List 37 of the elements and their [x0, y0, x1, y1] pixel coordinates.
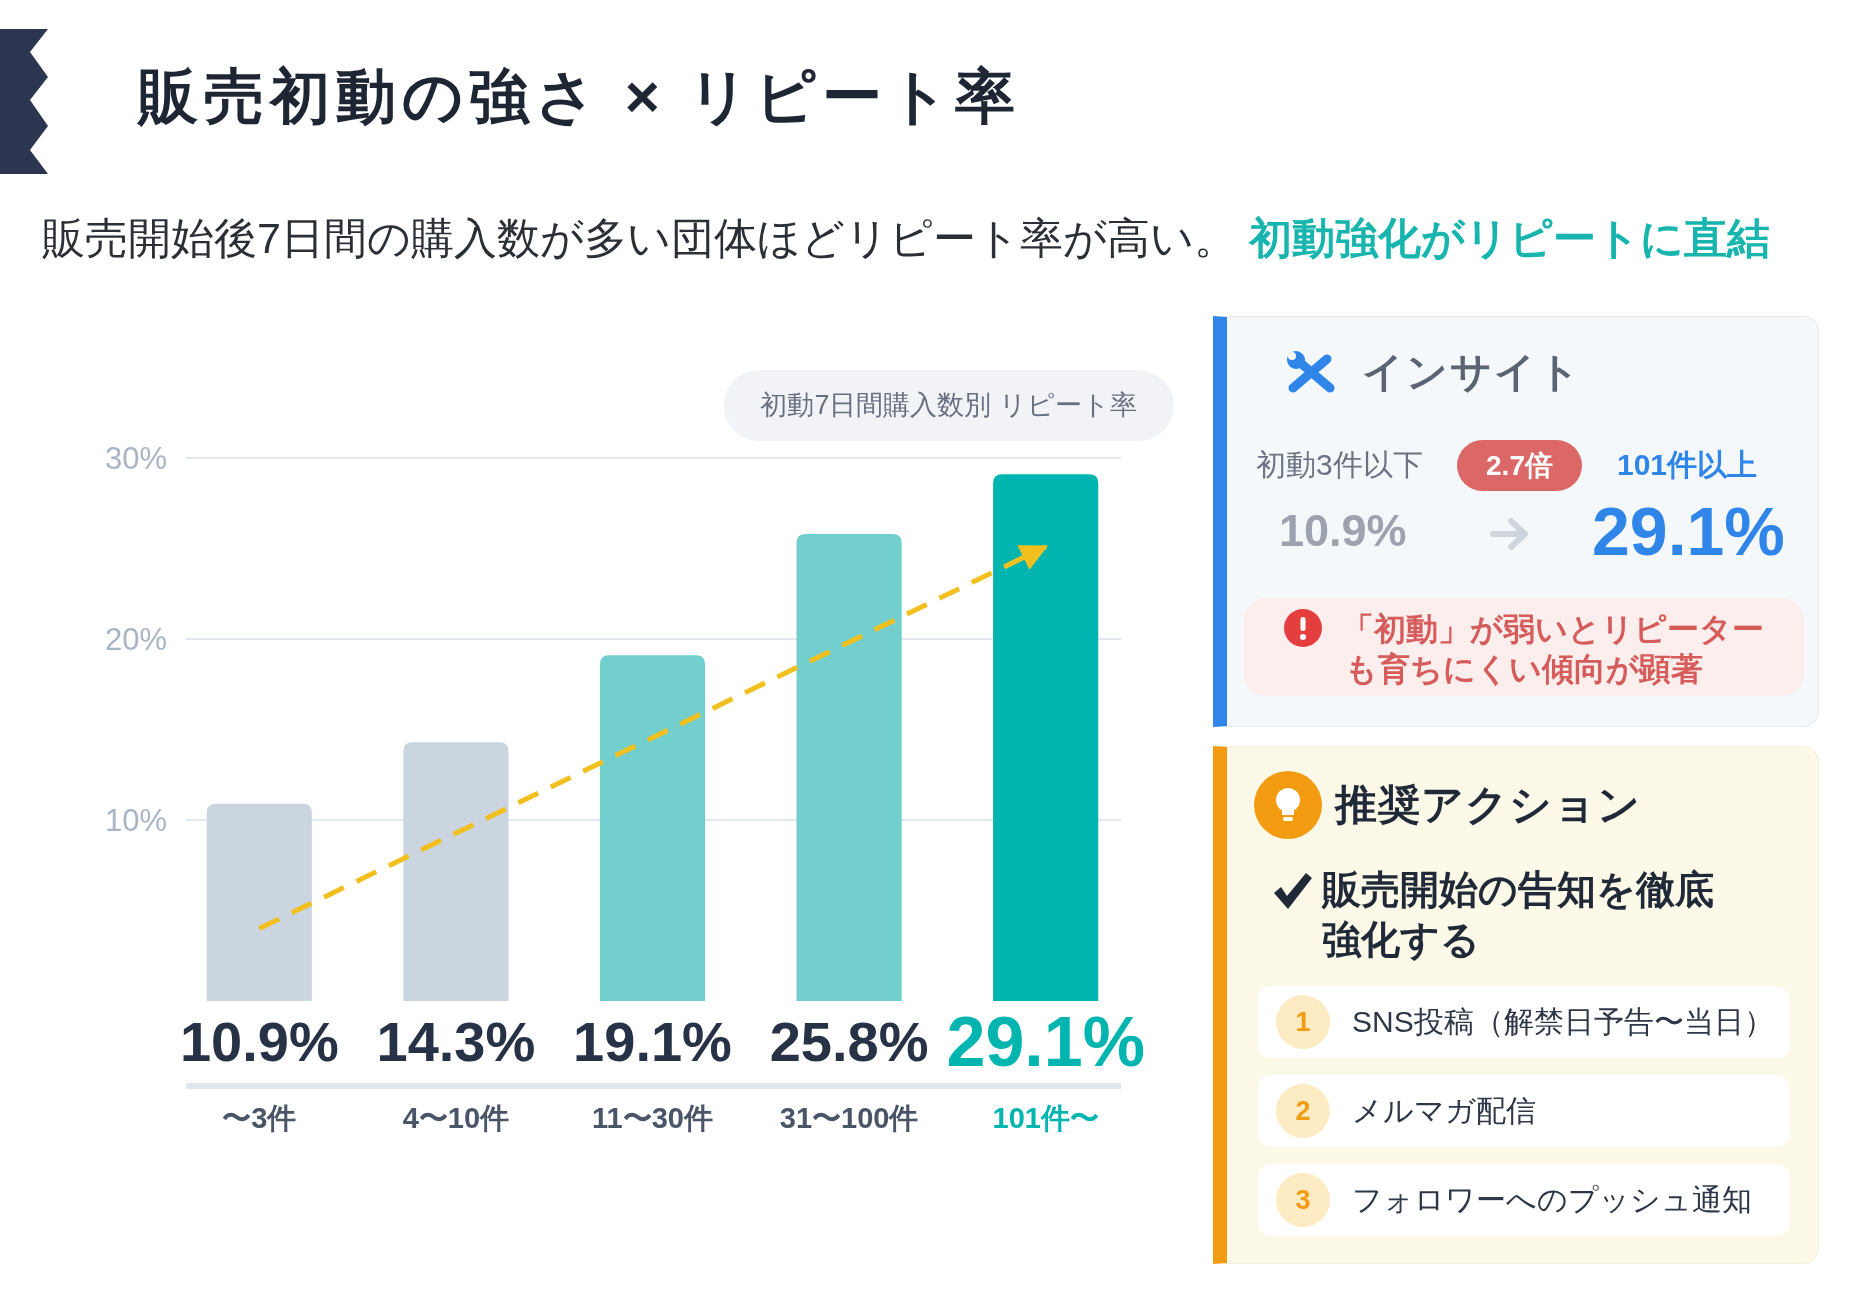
- x-tick-label: 〜3件: [222, 1102, 297, 1134]
- y-tick-label: 30%: [104, 441, 167, 476]
- text: SNS投稿（解禁日予告〜当日）: [1352, 1004, 1774, 1040]
- bar: [993, 474, 1099, 1001]
- category-label: 2: [1276, 1084, 1330, 1138]
- data-label: 25.8%: [769, 1010, 929, 1073]
- bar: [206, 803, 312, 1001]
- bar: [403, 742, 509, 1001]
- x-tick-label: 4〜10件: [402, 1102, 510, 1134]
- text: 初動7日間購入数別 リピート率: [760, 390, 1137, 420]
- y-tick-label: 20%: [104, 622, 167, 657]
- category-label: 3: [1276, 1173, 1330, 1227]
- chart-subtitle: 販売開始後7日間の購入数が多い団体ほどリピート率が高い。: [42, 214, 1237, 262]
- text: 初動3件以下: [1256, 447, 1423, 483]
- x-tick-label: 31〜100件: [779, 1102, 919, 1134]
- bar: [599, 655, 706, 1001]
- text: メルマガ配信: [1352, 1093, 1536, 1129]
- text: 販売開始の告知を徹底強化する: [1322, 867, 1715, 963]
- text: インサイト: [1362, 348, 1582, 397]
- text: 「初動」が弱いとリピーターも育ちにくい傾向が顕著: [1342, 611, 1764, 687]
- x-tick-label: 101件〜: [992, 1102, 1099, 1134]
- y-tick-label: 10%: [104, 803, 167, 838]
- text: 10.9%: [1279, 504, 1407, 558]
- bar: [796, 534, 902, 1001]
- text: 29.1%: [1592, 492, 1785, 571]
- text: 初動強化がリピートに直結: [1248, 214, 1770, 262]
- text: フォロワーへのプッシュ通知: [1352, 1182, 1752, 1218]
- data-label: 14.3%: [376, 1010, 536, 1073]
- chart-title: 販売初動の強さ × リピート率: [138, 62, 1022, 132]
- data-label: 19.1%: [573, 1010, 732, 1073]
- data-label: 10.9%: [179, 1010, 339, 1073]
- text: 101件以上: [1617, 447, 1758, 483]
- text: 推奨アクション: [1335, 780, 1641, 830]
- data-label: 29.1%: [946, 1003, 1145, 1081]
- text: 2.7倍: [1457, 440, 1582, 491]
- category-label: 1: [1276, 995, 1330, 1049]
- x-tick-label: 11〜30件: [592, 1102, 713, 1134]
